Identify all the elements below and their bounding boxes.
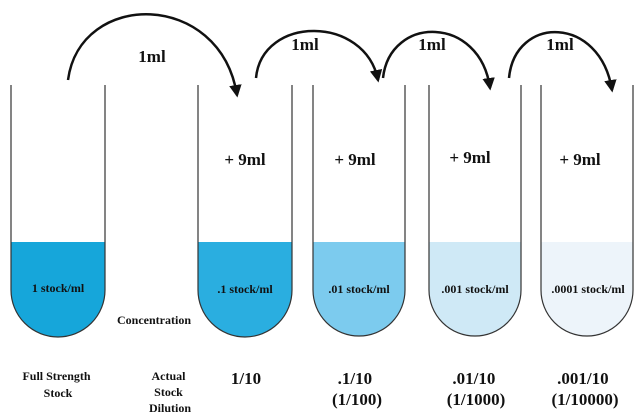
transfer-arrow — [254, 29, 383, 83]
transfer-label: 1ml — [291, 35, 319, 54]
dilution-line: .01/10 — [452, 369, 495, 388]
addition-label: + 9ml — [334, 150, 376, 169]
concentration: .01 stock/ml — [328, 282, 390, 296]
dilution: .1/10 (1/100) — [332, 369, 382, 409]
liquid — [11, 242, 105, 337]
tube — [197, 85, 293, 338]
tube — [312, 85, 406, 337]
transfer-label: 1ml — [418, 35, 446, 54]
dilution-label-line: Dilution — [149, 401, 191, 412]
concentration: 1 stock/ml — [32, 281, 85, 295]
transfer-arrow — [381, 30, 495, 91]
dilution-line: .1/10 — [338, 369, 372, 388]
transfer-arrow — [507, 30, 617, 93]
liquid — [429, 242, 521, 336]
concentration-label: Concentration — [117, 313, 191, 327]
addition-label: + 9ml — [449, 148, 491, 167]
addition-label: + 9ml — [224, 150, 266, 169]
dilution-label-line: Actual — [152, 369, 187, 383]
dilution-line: .001/10 — [557, 369, 608, 388]
tube — [540, 85, 634, 337]
dilution: 1/10 — [231, 369, 261, 388]
concentration: .001 stock/ml — [441, 282, 509, 296]
dilution-label: Actual Stock Dilution — [149, 369, 191, 412]
tube — [10, 85, 106, 338]
tube — [428, 85, 522, 337]
dilution-line: (1/1000) — [447, 390, 506, 409]
liquid — [541, 242, 633, 336]
transfer-arrow — [66, 13, 242, 98]
liquid — [198, 242, 292, 337]
dilution-line: (1/10000) — [551, 390, 618, 409]
dilution-label-line: Stock — [154, 385, 183, 399]
transfer-label: 1ml — [546, 35, 574, 54]
dilution-line: Stock — [44, 386, 73, 400]
dilution-line: (1/100) — [332, 390, 382, 409]
concentration: .1 stock/ml — [217, 282, 273, 296]
dilution-line: 1/10 — [231, 369, 261, 388]
liquid — [313, 242, 405, 336]
concentration: .0001 stock/ml — [551, 282, 625, 296]
addition-label: + 9ml — [559, 150, 601, 169]
dilution: .001/10 (1/10000) — [551, 369, 618, 409]
dilution-line: Full Strength — [22, 369, 90, 383]
transfer-label: 1ml — [138, 47, 166, 66]
dilution: .01/10 (1/1000) — [447, 369, 506, 409]
dilution: Full Strength Stock — [22, 369, 93, 400]
